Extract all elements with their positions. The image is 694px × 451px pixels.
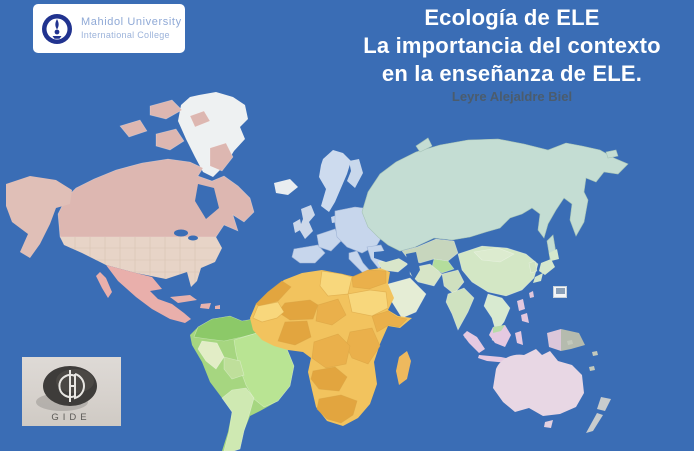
region-new-zealand: [586, 397, 611, 433]
mahidol-seal-icon: [42, 13, 72, 44]
great-lakes: [174, 229, 188, 237]
region-canada: [57, 99, 255, 238]
slide-title-line3: en la enseñanza de ELE.: [381, 61, 643, 86]
mahidol-logo: Mahidol University International College: [33, 4, 185, 53]
region-new-guinea-east: [561, 329, 585, 351]
gide-logo: GIDE: [22, 357, 121, 426]
region-scandinavia: [319, 150, 363, 223]
black-sea: [374, 250, 400, 262]
image-placeholder-icon: [553, 286, 567, 298]
africa-countries-light: [252, 270, 389, 323]
image-placeholder-glyph: [555, 288, 565, 294]
baltic-sea: [337, 188, 349, 214]
slide-author: Leyre Alejaldre Biel: [451, 89, 573, 104]
region-malaysia: [493, 325, 505, 333]
pacific-islands: [567, 340, 598, 371]
region-iceland: [274, 179, 298, 195]
region-japan: [533, 249, 559, 283]
africa-countries-dark: [255, 280, 358, 424]
region-madagascar: [396, 351, 411, 385]
slide-title-line2: La importancia del contexto: [363, 33, 661, 58]
gide-label: GIDE: [51, 412, 90, 423]
region-new-guinea-west: [547, 329, 561, 351]
region-taiwan: [529, 291, 534, 298]
great-lakes-2: [188, 235, 198, 241]
mahidol-college: International College: [81, 30, 170, 40]
region-australia: [493, 349, 584, 416]
mahidol-name: Mahidol University: [81, 16, 182, 28]
region-uk-ireland: [293, 205, 315, 239]
title-block: Ecología de ELE La importancia del conte…: [330, 4, 694, 105]
mahidol-logo-text: Mahidol University International College: [81, 17, 182, 40]
region-mexico-central-america: [96, 265, 191, 323]
hudson-bay: [195, 184, 219, 219]
slide-title-line1: Ecología de ELE: [424, 5, 600, 30]
caspian-sea: [406, 252, 420, 280]
africa-countries-mid: [311, 269, 408, 369]
region-alaska: [6, 176, 72, 258]
region-usa: [60, 237, 222, 287]
region-tasmania: [544, 420, 553, 428]
gide-emblem-icon: GIDE: [36, 366, 97, 423]
region-caribbean: [170, 295, 220, 309]
region-philippines: [517, 299, 529, 323]
region-asia: [377, 238, 539, 343]
